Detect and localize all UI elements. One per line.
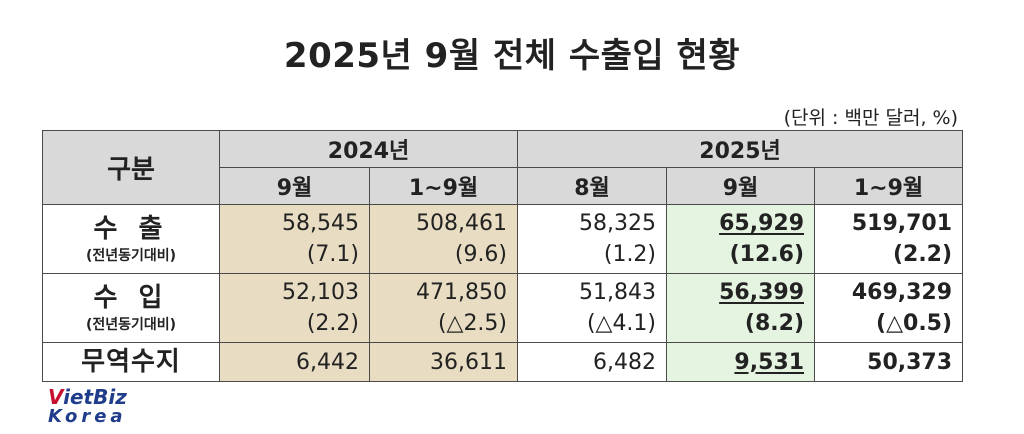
- export-2025-ytd-cell: 519,701 (2.2): [814, 204, 964, 274]
- logo-word-ietbiz: ietBiz: [63, 385, 127, 409]
- header-2024-sep: 9월: [219, 167, 370, 205]
- balance-2025-aug-value: 6,482: [517, 342, 668, 382]
- import-2025-ytd-change: (△0.5): [876, 311, 953, 336]
- import-2024-ytd-cell: 471,850 (△2.5): [368, 273, 519, 343]
- logo-word-korea: Korea: [48, 406, 127, 427]
- export-2025-sep-cell: 65,929 (12.6): [666, 204, 816, 274]
- row-label-export: 수 출 (전년동기대비): [42, 204, 220, 274]
- header-2024-ytd: 1~9월: [368, 167, 519, 205]
- import-label: 수 입: [93, 283, 169, 313]
- balance-2025-sep-value: 9,531: [734, 349, 805, 375]
- export-2025-sep-change: (12.6): [729, 242, 805, 267]
- import-2025-aug-change: (△4.1): [586, 311, 657, 336]
- export-2025-aug-cell: 58,325 (1.2): [517, 204, 668, 274]
- import-2024-sep-change: (2.2): [306, 311, 359, 336]
- export-2025-ytd-change: (2.2): [892, 242, 953, 267]
- page-title: 2025년 9월 전체 수출입 현황: [283, 36, 741, 76]
- header-2025-aug: 8월: [517, 167, 668, 205]
- table-row-import: 수 입 (전년동기대비) 52,103 (2.2) 471,850 (△2.5)…: [42, 273, 964, 343]
- balance-2024-ytd-value: 36,611: [368, 342, 519, 382]
- unit-note: (단위 : 백만 달러, %): [783, 107, 958, 129]
- import-2025-sep-value: 56,399: [719, 280, 805, 305]
- export-2024-sep-value: 58,545: [282, 211, 359, 236]
- table-subheader-row: 9월 1~9월 8월 9월 1~9월: [43, 167, 964, 205]
- import-2024-ytd-value: 471,850: [416, 280, 508, 305]
- export-2024-sep-cell: 58,545 (7.1): [219, 204, 370, 274]
- import-2024-sep-value: 52,103: [282, 280, 359, 305]
- header-2025-sep: 9월: [666, 167, 816, 205]
- import-sublabel: (전년동기대비): [85, 317, 177, 333]
- logo-letter-v: V: [48, 385, 64, 409]
- export-2024-ytd-value: 508,461: [416, 211, 508, 236]
- export-label: 수 출: [93, 214, 169, 244]
- export-sublabel: (전년동기대비): [85, 248, 177, 264]
- export-2025-aug-change: (1.2): [603, 242, 657, 267]
- header-category: 구분: [42, 130, 220, 205]
- table-header-row: 구분 2024년 2025년: [42, 130, 964, 205]
- import-2025-ytd-cell: 469,329 (△0.5): [814, 273, 964, 343]
- table-row-export: 수 출 (전년동기대비) 58,545 (7.1) 508,461 (9.6) …: [42, 204, 964, 274]
- export-2025-sep-value: 65,929: [719, 211, 805, 236]
- export-2025-aug-value: 58,325: [579, 211, 657, 236]
- export-2024-ytd-change: (9.6): [454, 242, 508, 267]
- import-2025-sep-change: (8.2): [744, 311, 805, 336]
- header-group-2024: 2024년: [218, 130, 519, 168]
- import-2024-ytd-change: (△2.5): [437, 311, 508, 336]
- balance-2024-sep-value: 6,442: [219, 342, 370, 382]
- balance-label: 무역수지: [81, 347, 181, 377]
- import-2025-aug-value: 51,843: [579, 280, 657, 305]
- balance-2025-sep-cell: 9,531: [666, 342, 816, 382]
- import-2024-sep-cell: 52,103 (2.2): [219, 273, 370, 343]
- export-2024-ytd-cell: 508,461 (9.6): [368, 204, 519, 274]
- row-label-import: 수 입 (전년동기대비): [42, 273, 220, 343]
- table-row-balance: 무역수지 6,442 36,611 6,482 9,531 50,373: [42, 342, 964, 382]
- export-2025-ytd-value: 519,701: [851, 211, 953, 236]
- vietbiz-korea-logo: VietBiz Korea: [48, 385, 127, 427]
- header-2025-ytd: 1~9월: [814, 167, 964, 205]
- trade-table: 구분 2024년 2025년 9월 1~9월 8월 9월 1~9월 수 출 (전…: [42, 130, 964, 382]
- row-label-balance: 무역수지: [42, 342, 220, 382]
- balance-2025-ytd-value: 50,373: [814, 342, 964, 382]
- import-2025-aug-cell: 51,843 (△4.1): [517, 273, 668, 343]
- import-2025-ytd-value: 469,329: [851, 280, 953, 305]
- import-2025-sep-cell: 56,399 (8.2): [666, 273, 816, 343]
- header-group-2025: 2025년: [517, 130, 964, 168]
- export-2024-sep-change: (7.1): [306, 242, 359, 267]
